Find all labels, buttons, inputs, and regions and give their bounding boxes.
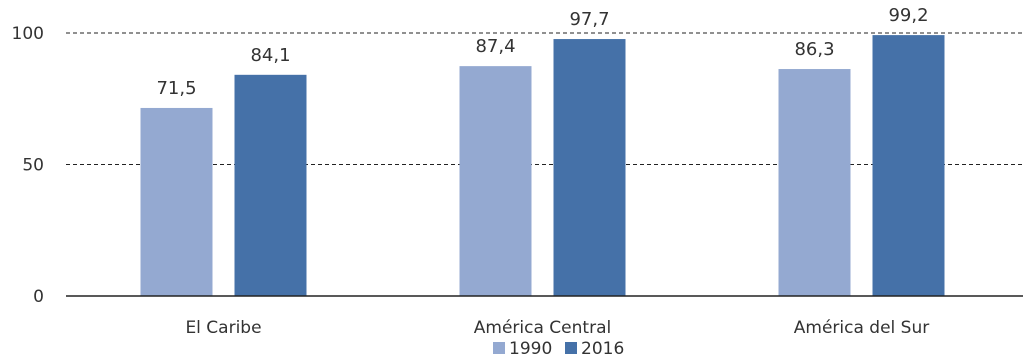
grid-layer <box>66 32 1023 165</box>
category-label-0: El Caribe <box>185 318 261 338</box>
category-label-1: América Central <box>474 318 611 338</box>
data-label-2016-1: 97,7 <box>569 9 609 30</box>
legend-label-1990: 1990 <box>509 339 552 359</box>
data-label-1990-0: 71,5 <box>156 78 196 99</box>
axis-layer: 0 50 100 El Caribe América Central América de… <box>12 24 1023 338</box>
labels-layer: 71,5 84,1 87,4 97,7 86,3 99,2 <box>156 5 928 99</box>
category-label-2: América del Sur <box>794 318 929 338</box>
y-tick-label-0: 0 <box>33 287 44 307</box>
legend-label-2016: 2016 <box>581 339 624 359</box>
legend: 1990 2016 <box>493 339 624 359</box>
data-label-2016-0: 84,1 <box>250 45 290 66</box>
legend-swatch-2016 <box>565 342 577 354</box>
bar-1990-2 <box>778 69 851 296</box>
bars-layer <box>140 35 945 296</box>
bar-1990-1 <box>459 66 532 296</box>
data-label-1990-2: 86,3 <box>794 39 834 60</box>
legend-swatch-1990 <box>493 342 505 354</box>
y-tick-label-50: 50 <box>22 156 44 176</box>
bar-2016-2 <box>872 35 945 296</box>
data-label-2016-2: 99,2 <box>888 5 928 26</box>
data-label-1990-1: 87,4 <box>475 36 515 57</box>
bar-2016-1 <box>553 39 626 296</box>
bar-1990-0 <box>140 107 213 296</box>
bar-2016-0 <box>234 74 307 296</box>
y-tick-label-100: 100 <box>12 24 44 44</box>
